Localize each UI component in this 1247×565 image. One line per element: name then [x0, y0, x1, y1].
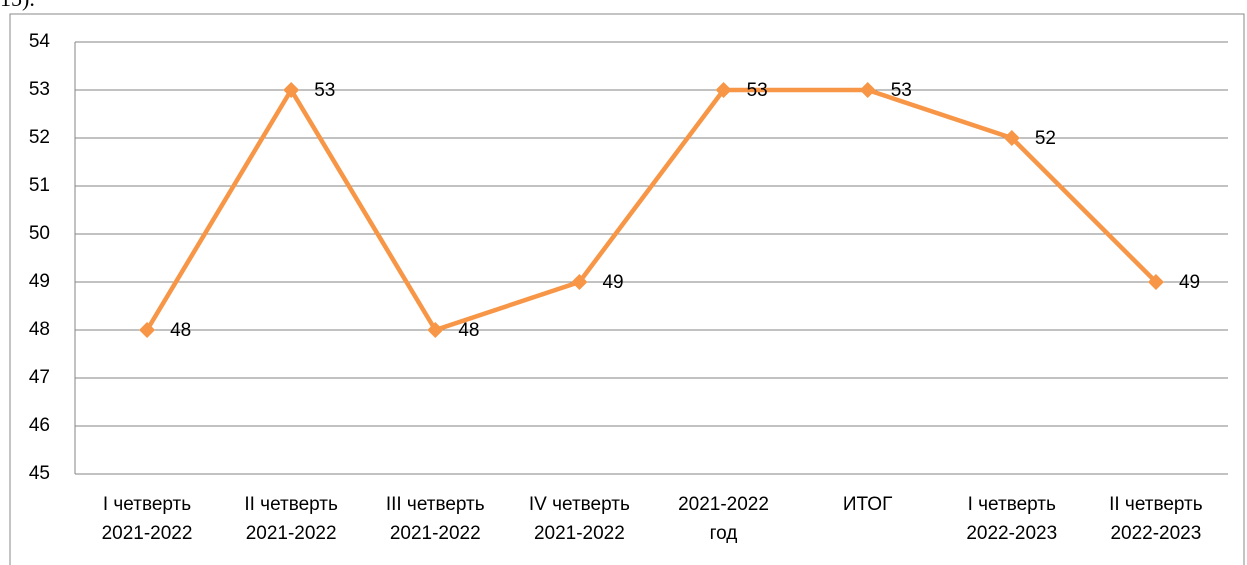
- y-tick-label: 54: [29, 31, 51, 52]
- y-tick-label: 47: [29, 367, 50, 388]
- data-label: 53: [891, 80, 912, 101]
- x-tick-label: I четверть 2021-2022: [101, 494, 193, 544]
- marker: [571, 274, 588, 290]
- y-tick-label: 51: [29, 175, 50, 196]
- line: [145, 87, 1158, 333]
- marker: [139, 322, 156, 338]
- data-label: 49: [1179, 272, 1200, 293]
- y-tick-label: 48: [29, 319, 50, 340]
- y-tick-label: 49: [29, 271, 50, 292]
- y-tick-label: 52: [29, 127, 50, 148]
- marker: [1147, 274, 1164, 290]
- data-label: 48: [170, 320, 191, 341]
- y-tick-label: 53: [29, 79, 50, 100]
- data-label: 52: [1035, 128, 1056, 149]
- data-label: 48: [458, 320, 479, 341]
- data-label: 53: [747, 80, 768, 101]
- marker: [859, 82, 876, 98]
- x-tick-label: IV четверть 2021-2022: [528, 494, 630, 544]
- y-tick-label: 46: [29, 415, 50, 436]
- marker: [715, 82, 732, 98]
- x-tick-label: ИТОГ: [842, 494, 893, 515]
- chart-border: [9, 13, 1245, 565]
- marker: [427, 322, 444, 338]
- x-tick-label: III четверть 2021-2022: [385, 494, 485, 544]
- marker: [283, 82, 300, 98]
- y-tick-label: 45: [29, 463, 50, 484]
- x-tick-label: II четверть 2021-2022: [244, 494, 338, 544]
- x-tick-label: II четверть 2022-2023: [1109, 494, 1203, 544]
- x-tick-label: I четверть 2022-2023: [966, 494, 1058, 544]
- caption-fragment: 15).: [0, 0, 35, 12]
- y-tick-label: 50: [29, 223, 50, 244]
- x-tick-label: 2021-2022 год: [678, 494, 769, 544]
- marker: [1003, 130, 1020, 146]
- data-label: 53: [314, 80, 335, 101]
- data-label: 49: [602, 272, 623, 293]
